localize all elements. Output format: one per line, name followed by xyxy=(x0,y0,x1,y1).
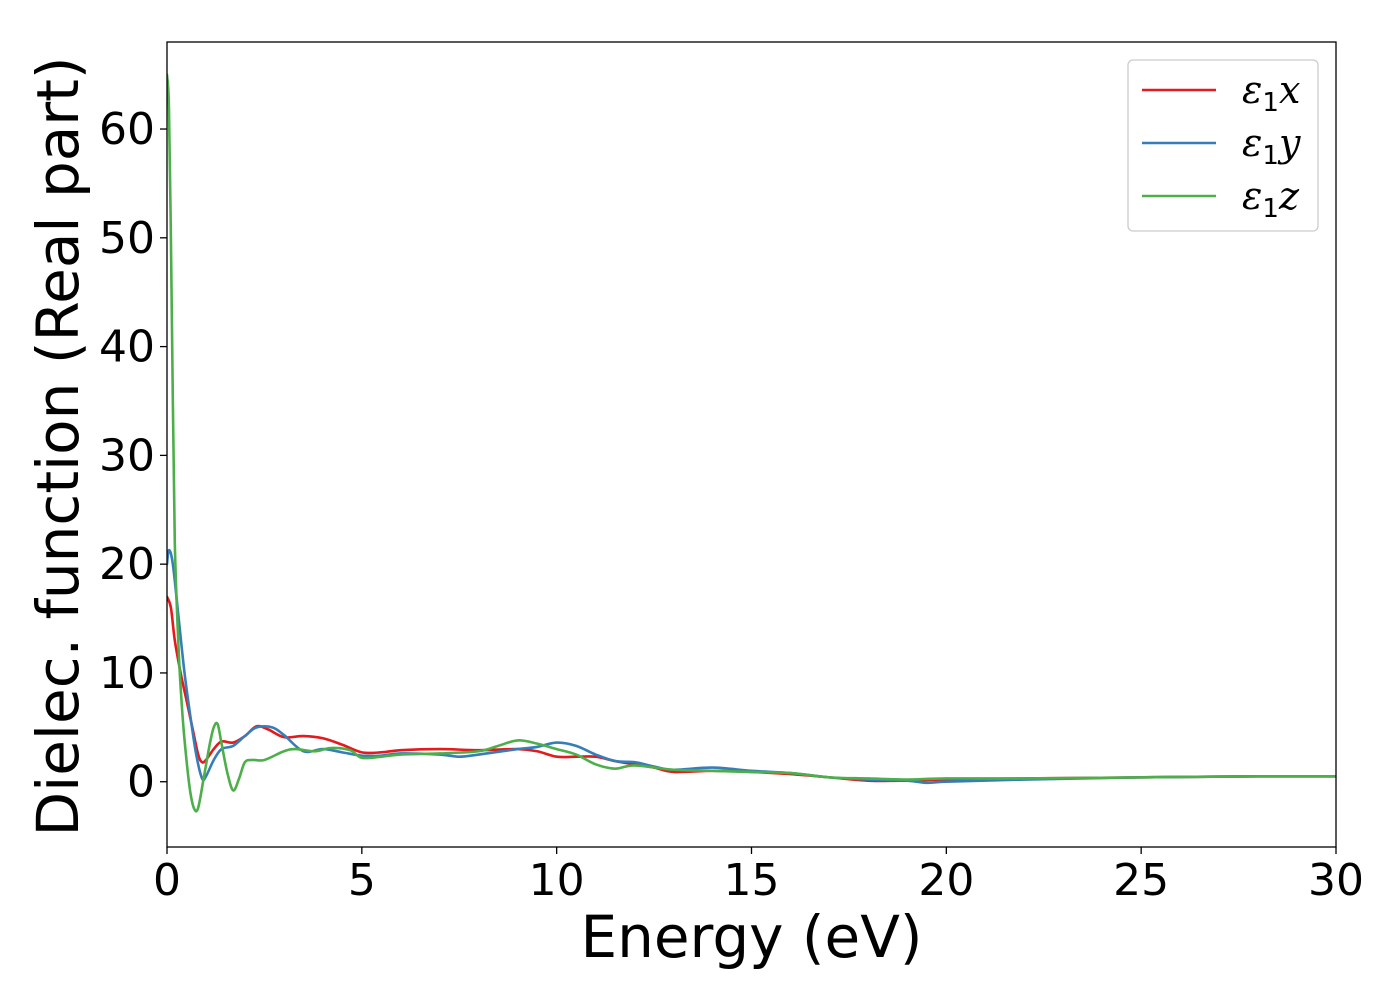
series-layer xyxy=(167,73,1336,813)
legend-item-z: ε1z xyxy=(1142,174,1300,224)
legend-label: ε1y xyxy=(1242,121,1301,171)
x-tick-label: 15 xyxy=(724,855,780,906)
y-axis-label: Dielec. function (Real part) xyxy=(24,56,92,836)
x-tick-label: 30 xyxy=(1308,855,1364,906)
y-axis: 0 10 20 30 40 50 60 xyxy=(99,104,167,808)
y-tick-label: 30 xyxy=(99,430,155,481)
legend-label: ε1z xyxy=(1242,174,1300,224)
y-tick-label: 0 xyxy=(127,757,155,808)
x-axis-label: Energy (eV) xyxy=(580,903,922,971)
y-tick-label: 10 xyxy=(99,648,155,699)
x-tick-label: 25 xyxy=(1113,855,1169,906)
x-tick-label: 20 xyxy=(918,855,974,906)
x-axis: 0 5 10 15 20 25 30 xyxy=(153,847,1364,906)
y-tick-label: 60 xyxy=(99,104,155,155)
y-tick-label: 40 xyxy=(99,322,155,373)
y-tick-label: 20 xyxy=(99,539,155,590)
x-tick-label: 10 xyxy=(529,855,585,906)
legend-label: ε1x xyxy=(1242,68,1300,118)
legend-box xyxy=(1127,59,1319,232)
legend-item-x: ε1x xyxy=(1142,68,1300,118)
x-tick-label: 0 xyxy=(153,855,181,906)
series-line-z xyxy=(167,73,1336,813)
y-tick-label: 50 xyxy=(99,213,155,264)
legend-item-y: ε1y xyxy=(1142,121,1301,171)
x-tick-label: 5 xyxy=(348,855,376,906)
